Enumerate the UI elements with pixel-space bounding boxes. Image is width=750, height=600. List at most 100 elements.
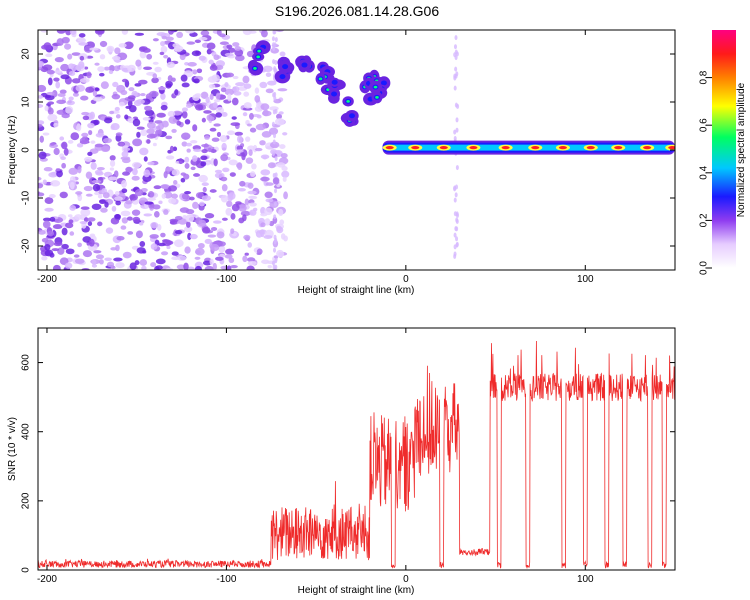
spectrogram-noise-mark xyxy=(202,186,207,193)
spectrogram-noise-mark xyxy=(116,84,126,93)
spectrogram-noise-mark xyxy=(189,233,198,240)
spectrogram-noise-mark xyxy=(42,220,51,229)
spectrogram-noise-mark xyxy=(230,122,241,127)
spectrogram-noise-mark xyxy=(279,51,286,57)
spectrogram-noise-mark xyxy=(213,99,221,103)
spectrogram-noise-mark xyxy=(115,262,125,269)
spectrogram-noise-mark xyxy=(41,256,48,261)
spectrogram-noise-mark xyxy=(201,143,210,148)
spectrogram-noise-mark xyxy=(242,30,253,36)
spectrogram-noise-mark xyxy=(241,152,246,161)
spectrogram-noise-mark xyxy=(200,161,207,167)
spectrogram-noise-mark xyxy=(61,227,68,236)
spectrogram-noise-mark xyxy=(61,141,68,150)
spectrogram-noise-mark xyxy=(68,219,74,224)
spectrogram-streak-mark xyxy=(271,121,275,127)
spectrogram-noise-mark xyxy=(78,61,85,69)
spectrogram-noise-mark xyxy=(168,198,177,204)
spectrogram-noise-mark xyxy=(49,142,55,146)
spectrogram-noise-mark xyxy=(254,147,263,152)
spectrogram-noise-mark xyxy=(142,116,151,121)
spectrogram-tone-peak xyxy=(643,146,652,150)
spectrogram-noise-mark xyxy=(78,33,86,38)
spectrogram-noise-mark xyxy=(90,162,97,170)
spectrogram-noise-mark xyxy=(144,105,153,111)
spectrogram-noise-mark xyxy=(165,135,173,140)
spectrogram-noise-mark xyxy=(185,142,193,147)
spectrogram-noise-mark xyxy=(231,97,239,106)
spectrogram-noise-mark xyxy=(160,184,170,190)
colorbar-tick-label: 0.6 xyxy=(699,118,710,132)
spectrogram-streak-mark xyxy=(273,267,277,270)
spectrogram-noise-mark xyxy=(111,205,117,212)
spectrogram-noise-mark xyxy=(48,194,56,199)
spectrogram-noise-mark xyxy=(240,210,251,217)
spectrogram-noise-mark xyxy=(281,166,288,172)
spectrogram-noise-mark xyxy=(149,133,158,138)
spectrogram-trace-mark xyxy=(346,99,350,103)
spectrogram-noise-mark xyxy=(183,262,189,270)
spectrogram-noise-mark xyxy=(237,135,243,143)
spectrogram-noise-mark xyxy=(127,100,133,107)
spectrogram-noise-mark xyxy=(246,257,256,262)
spectrogram-noise-mark xyxy=(122,251,132,259)
spectrogram-noise-mark xyxy=(212,102,218,109)
spectrogram-noise-mark xyxy=(68,70,76,76)
spectrogram-noise-mark xyxy=(139,241,146,247)
spectrogram-noise-mark xyxy=(190,140,198,144)
spectrogram-noise-mark xyxy=(264,191,273,199)
spectrogram-noise-mark xyxy=(132,216,141,223)
spectrogram-noise-mark xyxy=(131,175,140,181)
spectrogram-noise-mark xyxy=(249,127,257,133)
spectrogram-noise-mark xyxy=(157,86,167,91)
spectrogram-noise-mark xyxy=(195,104,204,111)
spectrogram-noise-mark xyxy=(209,93,214,100)
spectrogram-noise-mark xyxy=(47,77,53,86)
spectrogram-noise-mark xyxy=(56,170,63,178)
spectrogram-streak-mark xyxy=(274,108,278,114)
spectrogram-noise-mark xyxy=(53,241,63,247)
spectrogram-noise-mark xyxy=(268,127,279,135)
snr-plot-area xyxy=(38,328,675,570)
spectrogram-noise-mark xyxy=(226,200,233,207)
spectrogram-noise-mark xyxy=(243,234,251,240)
spectrogram-noise-mark xyxy=(184,156,190,163)
spectrogram-noise-mark xyxy=(92,96,103,102)
spectrogram-streak-mark xyxy=(271,260,275,266)
spectrogram-noise-mark xyxy=(54,57,64,63)
spectrogram-noise-mark xyxy=(59,89,67,95)
spectrogram-noise-mark xyxy=(146,128,155,135)
spectrogram-noise-mark xyxy=(105,227,114,234)
spectrogram-noise-mark xyxy=(261,131,272,138)
spectrogram-noise-mark xyxy=(129,193,138,201)
spectrogram-noise-mark xyxy=(221,217,228,221)
spectrogram-noise-mark xyxy=(108,70,114,75)
spectrogram-noise-mark xyxy=(121,217,129,224)
spectrogram-noise-mark xyxy=(131,209,141,216)
spectrogram-noise-mark xyxy=(71,78,81,84)
spectrogram-noise-mark xyxy=(160,232,166,238)
spectrogram-noise-mark xyxy=(165,166,174,172)
spectrogram-streak-mark xyxy=(454,192,458,198)
spectrogram-noise-mark xyxy=(40,30,48,33)
spectrogram-noise-mark xyxy=(216,231,225,239)
spectrogram-noise-mark xyxy=(248,149,253,157)
spectrogram-noise-mark xyxy=(181,132,191,140)
spectrogram-noise-mark xyxy=(114,190,120,196)
spectrogram-noise-mark xyxy=(244,252,249,256)
spectrogram-noise-mark xyxy=(128,87,135,92)
spectrogram-noise-mark xyxy=(225,248,235,255)
spectrogram-trace-mark xyxy=(253,66,257,70)
figure-title: S196.2026.081.14.28.G06 xyxy=(275,3,439,19)
spectrogram-y-label: Frequency (Hz) xyxy=(7,116,18,185)
snr-x-tick-label: 100 xyxy=(577,574,594,585)
spectrogram-noise-mark xyxy=(45,94,51,99)
spectrogram-noise-mark xyxy=(120,225,127,230)
spectrogram-noise-mark xyxy=(52,264,61,270)
spectrogram-noise-mark xyxy=(203,110,212,114)
spectrogram-tone-peak xyxy=(558,146,567,150)
spectrogram-noise-mark xyxy=(236,145,244,151)
spectrogram-streak-mark xyxy=(453,197,457,203)
spectrogram-noise-mark xyxy=(178,158,183,165)
spectrogram-noise-mark xyxy=(181,111,188,119)
